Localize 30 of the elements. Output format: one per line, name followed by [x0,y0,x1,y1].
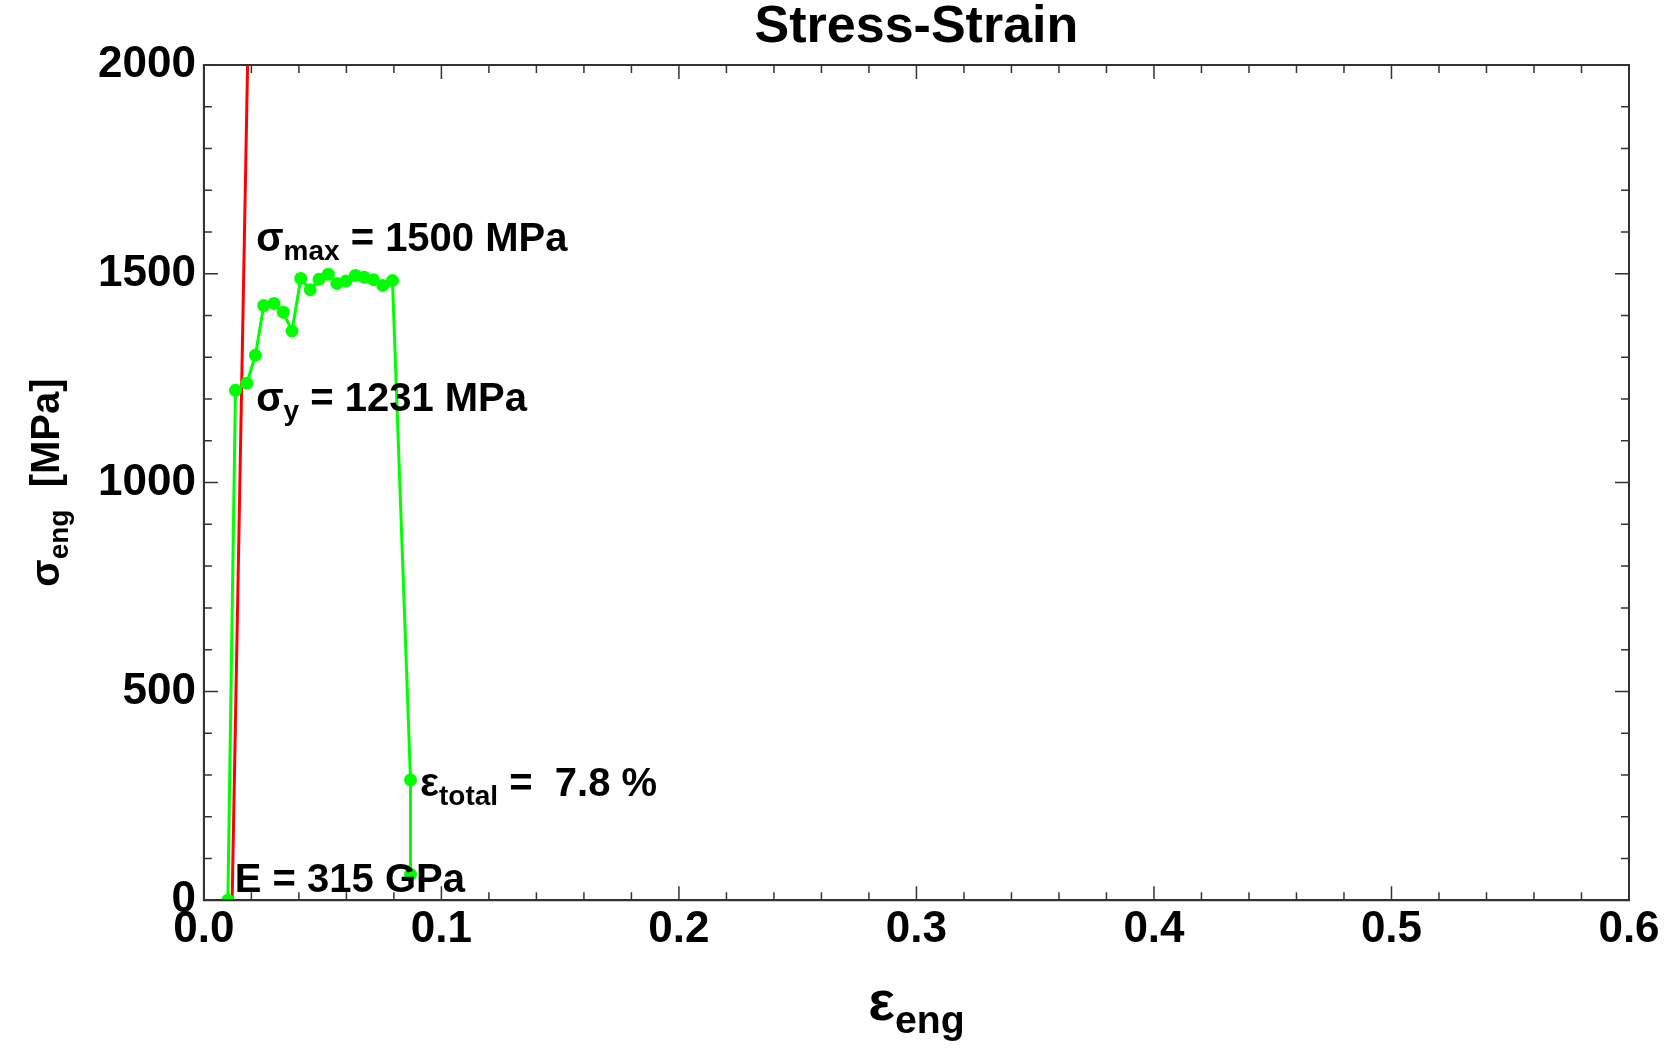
point [312,272,326,286]
point [404,773,418,787]
x-tick-label: 0.2 [648,901,710,951]
point [366,273,380,287]
point [257,299,271,313]
y-tick-label: 1000 [97,454,196,504]
y-tick-label: 500 [122,663,196,713]
point [294,271,308,285]
annotation: E = 315 GPa [234,856,466,901]
point [267,296,281,310]
point [376,278,390,292]
y-axis-title: σeng [MPa] [23,378,74,587]
x-tick-label: 0.5 [1360,901,1423,951]
point [285,324,299,338]
point [228,383,242,397]
point [339,274,353,288]
x-tick-label: 0.3 [885,901,948,951]
point [330,276,344,290]
chart-title: Stress-Strain [754,0,1079,54]
y-tick-label: 2000 [97,37,196,87]
point [240,376,254,390]
x-tick-label: 0.1 [410,901,472,951]
x-tick-label: 0.4 [1123,901,1186,951]
point [248,348,262,362]
point [276,305,290,319]
point [385,273,399,287]
point [303,283,317,297]
y-tick-label: 1500 [97,245,196,295]
point [321,267,335,281]
x-tick-label: 0.6 [1598,901,1660,951]
